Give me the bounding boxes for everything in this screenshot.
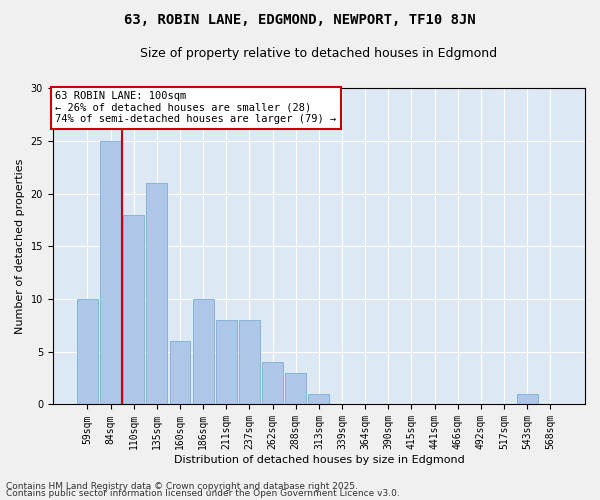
Text: Contains HM Land Registry data © Crown copyright and database right 2025.: Contains HM Land Registry data © Crown c… <box>6 482 358 491</box>
Bar <box>77 299 98 405</box>
Bar <box>146 183 167 404</box>
Bar <box>170 341 190 404</box>
Text: Contains public sector information licensed under the Open Government Licence v3: Contains public sector information licen… <box>6 489 400 498</box>
Title: Size of property relative to detached houses in Edgmond: Size of property relative to detached ho… <box>140 48 497 60</box>
X-axis label: Distribution of detached houses by size in Edgmond: Distribution of detached houses by size … <box>173 455 464 465</box>
Bar <box>286 373 306 404</box>
Bar <box>239 320 260 404</box>
Bar <box>123 214 144 404</box>
Y-axis label: Number of detached properties: Number of detached properties <box>15 158 25 334</box>
Text: 63, ROBIN LANE, EDGMOND, NEWPORT, TF10 8JN: 63, ROBIN LANE, EDGMOND, NEWPORT, TF10 8… <box>124 12 476 26</box>
Bar <box>193 299 214 405</box>
Bar <box>308 394 329 404</box>
Bar <box>100 141 121 405</box>
Text: 63 ROBIN LANE: 100sqm
← 26% of detached houses are smaller (28)
74% of semi-deta: 63 ROBIN LANE: 100sqm ← 26% of detached … <box>55 91 337 124</box>
Bar <box>517 394 538 404</box>
Bar <box>216 320 237 404</box>
Bar <box>262 362 283 405</box>
